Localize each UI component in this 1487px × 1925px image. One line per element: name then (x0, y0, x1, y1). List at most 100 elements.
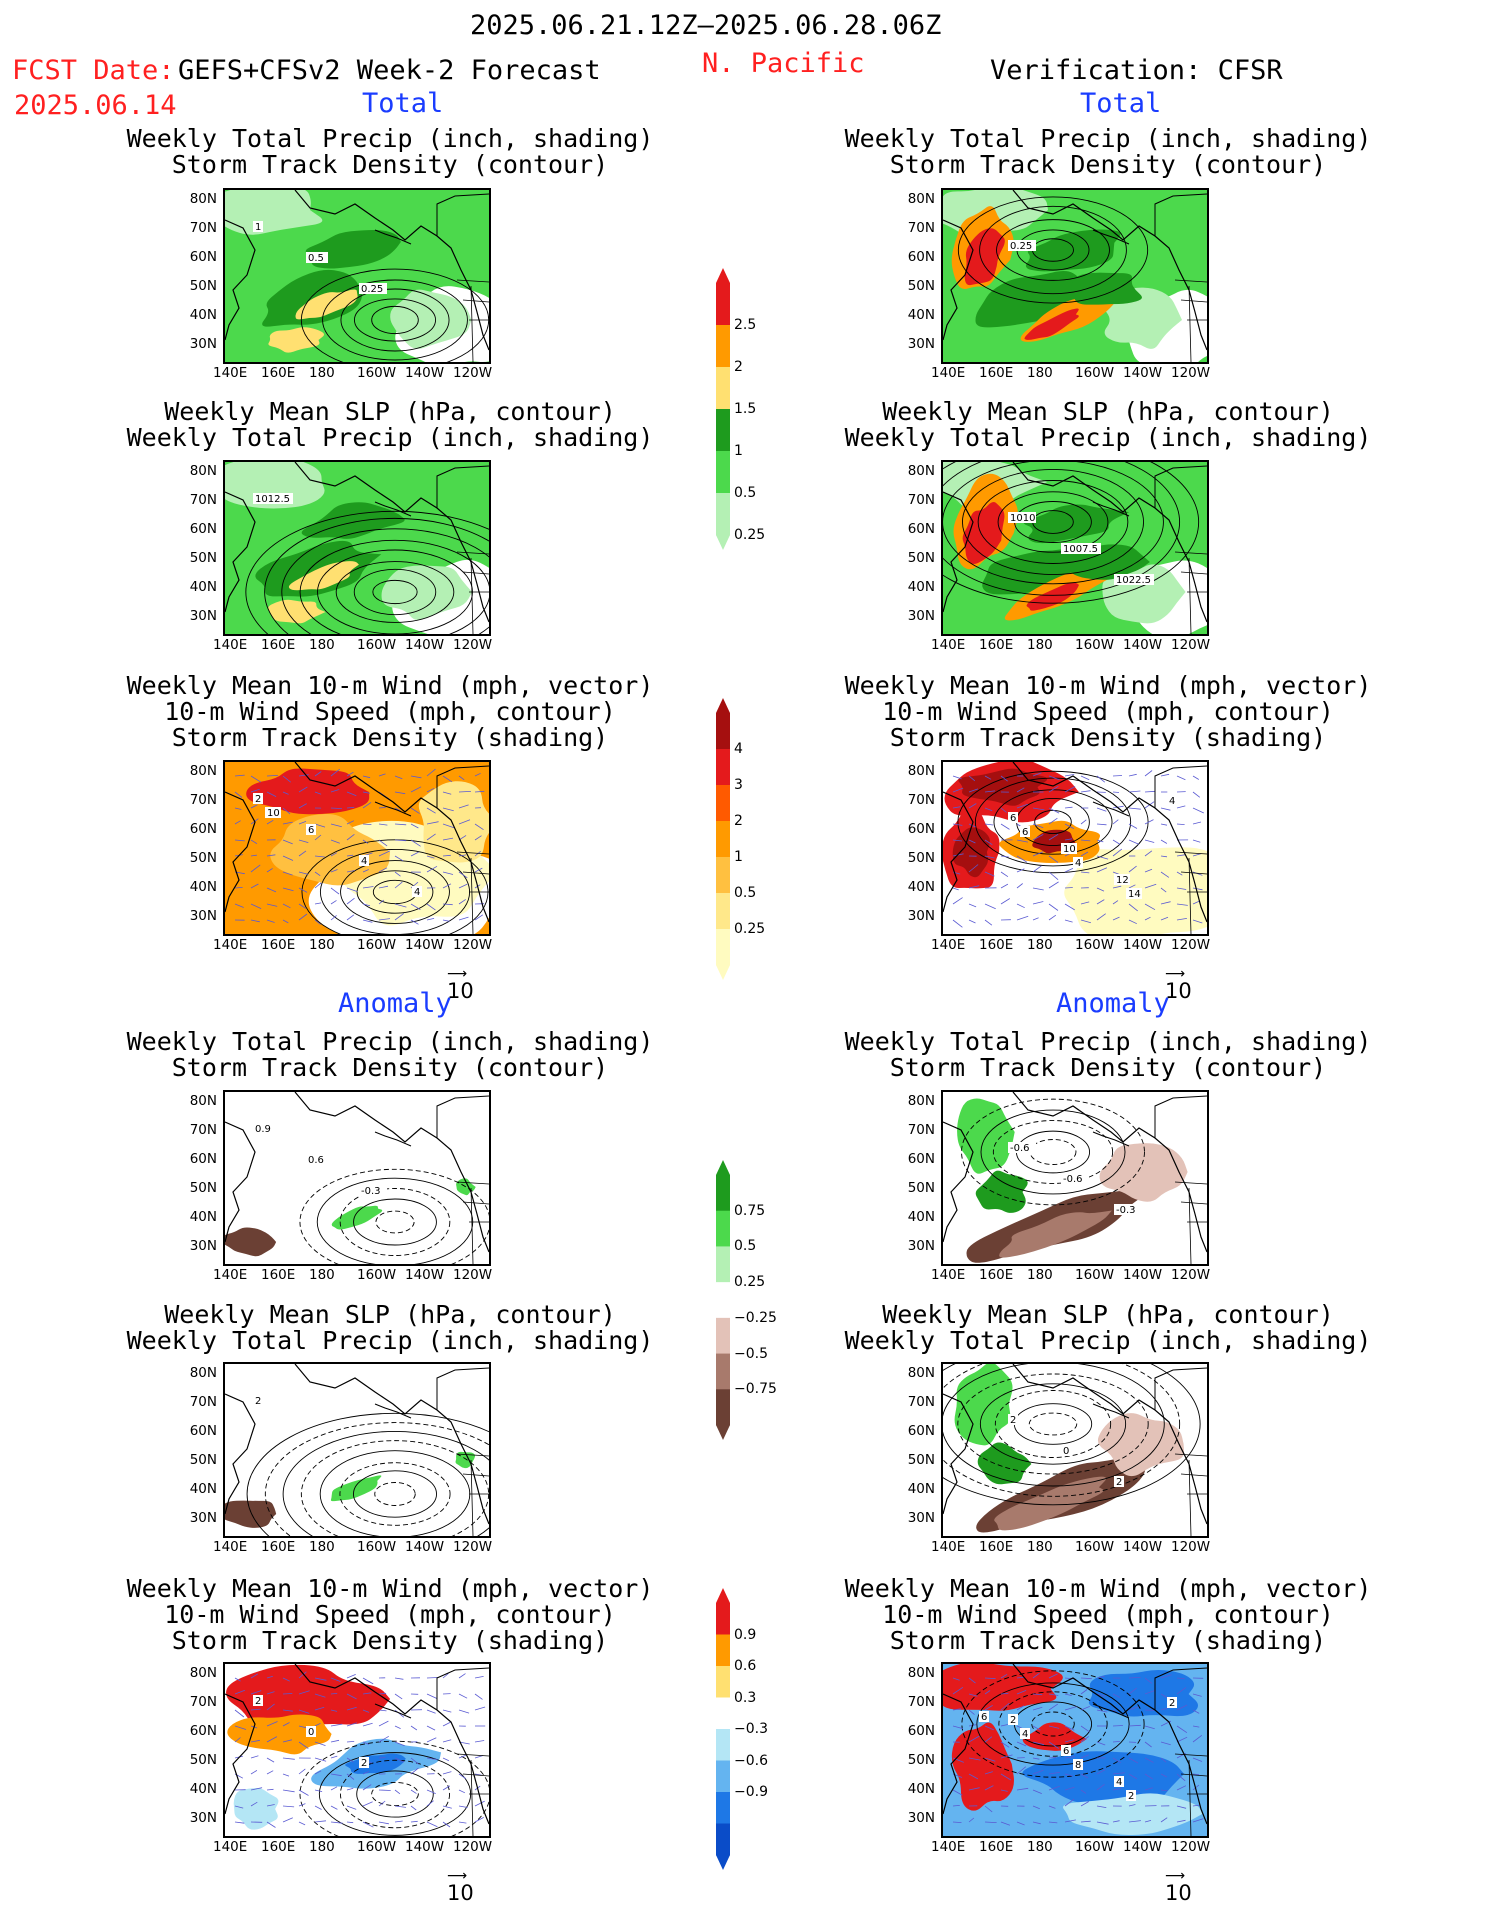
lon-tick: 140E (931, 1267, 966, 1283)
lon-tick: 160E (261, 1839, 296, 1855)
lat-tick: 30N (189, 1810, 217, 1826)
lat-tick: 50N (907, 850, 935, 866)
lon-tick: 180 (309, 1539, 335, 1555)
contour-label: 6 (979, 1711, 989, 1723)
lat-tick: 80N (907, 763, 935, 779)
contour-label: 10 (265, 807, 281, 819)
lat-tick: 70N (189, 220, 217, 236)
panel-title-line: Storm Track Density (shading) (889, 723, 1327, 752)
svg-text:0.25: 0.25 (1010, 241, 1032, 252)
svg-text:6: 6 (1010, 813, 1016, 824)
contour-label: 1022.5 (1114, 574, 1154, 586)
panel-title-line: Weekly Mean SLP (hPa, contour) (164, 1300, 616, 1329)
svg-text:10: 10 (1063, 844, 1076, 855)
lon-tick: 140W (1123, 637, 1163, 653)
lat-tick: 60N (189, 1423, 217, 1439)
lon-tick: 140W (405, 637, 445, 653)
panel-title-line: Weekly Mean 10-m Wind (mph, vector) (126, 1574, 654, 1603)
panel-title-line: 10-m Wind Speed (mph, contour) (882, 1600, 1334, 1629)
lat-tick: 60N (907, 521, 935, 537)
lat-tick: 30N (189, 608, 217, 624)
svg-text:-0.6: -0.6 (1010, 1143, 1030, 1154)
contour-label: 0 (1061, 1445, 1071, 1457)
panel-title-line: Weekly Total Precip (inch, shading) (844, 423, 1372, 452)
svg-text:6: 6 (981, 1712, 987, 1723)
lon-tick: 160W (1075, 1539, 1115, 1555)
lat-tick: 70N (189, 1394, 217, 1410)
lon-tick: 160W (1075, 1267, 1115, 1283)
lon-tick: 120W (453, 1539, 493, 1555)
lon-tick: 180 (1027, 1539, 1053, 1555)
contour-label: 2 (1008, 1714, 1018, 1726)
panel-title-line: 10-m Wind Speed (mph, contour) (164, 697, 616, 726)
lat-tick: 80N (907, 463, 935, 479)
lon-tick: 140E (213, 365, 248, 381)
lon-tick: 140E (213, 1539, 248, 1555)
lon-tick: 160E (261, 937, 296, 953)
map-panel: 2 6 4 4 10 (223, 760, 491, 936)
lat-tick: 50N (907, 1180, 935, 1196)
lat-tick: 80N (189, 1365, 217, 1381)
map-panel: 0.9 0.6 -0.3 (223, 1090, 491, 1266)
svg-text:0: 0 (1063, 1446, 1069, 1457)
lon-tick: 180 (1027, 637, 1053, 653)
lat-tick: 70N (189, 1694, 217, 1710)
lon-tick: 140W (405, 1539, 445, 1555)
lat-tick: 80N (907, 1665, 935, 1681)
colorbar-label: −0.6 (734, 1752, 768, 1769)
lat-tick: 60N (189, 821, 217, 837)
svg-text:4: 4 (361, 856, 367, 867)
lon-tick: 140W (1123, 1539, 1163, 1555)
contour-label: -0.6 (1061, 1173, 1089, 1185)
map-panel: 2 0 2 (223, 1662, 491, 1838)
map-panel: -0.6 -0.6 -0.3 (941, 1090, 1209, 1266)
contour-label: 1012.5 (253, 493, 293, 505)
lat-tick: 30N (189, 908, 217, 924)
lon-tick: 140W (405, 365, 445, 381)
colorbar-label: 0.5 (734, 1238, 757, 1255)
svg-text:2: 2 (1116, 1477, 1122, 1488)
lon-tick: 180 (309, 1839, 335, 1855)
svg-text:2: 2 (1128, 1791, 1134, 1802)
lon-tick: 140E (931, 637, 966, 653)
map-panel: 1 0.5 0.25 (223, 188, 491, 364)
contour-label: 14 (1126, 888, 1142, 900)
lat-tick: 60N (189, 521, 217, 537)
svg-text:2: 2 (361, 1758, 367, 1769)
lat-tick: 40N (189, 579, 217, 595)
svg-text:1012.5: 1012.5 (255, 494, 290, 505)
lat-tick: 30N (907, 908, 935, 924)
contour-label: 4 (359, 855, 369, 867)
lat-tick: 30N (189, 336, 217, 352)
section-anomaly-left: Anomaly (338, 988, 452, 1019)
contour-label: 10 (1061, 843, 1077, 855)
colorbar-label: 2 (734, 359, 743, 375)
lon-tick: 160E (261, 1539, 296, 1555)
lat-tick: 40N (189, 307, 217, 323)
colorbar (716, 698, 730, 980)
contour-label: 0.25 (359, 283, 387, 295)
vector-reference: ⟶ 10 (1165, 1868, 1192, 1905)
lat-tick: 30N (907, 1238, 935, 1254)
lon-tick: 120W (1171, 937, 1211, 953)
lon-tick: 120W (1171, 637, 1211, 653)
svg-text:4: 4 (1022, 1729, 1028, 1740)
panel-title-line: Weekly Mean SLP (hPa, contour) (882, 397, 1334, 426)
lon-tick: 140W (405, 1267, 445, 1283)
lat-tick: 60N (189, 1151, 217, 1167)
contour-label: 1 (253, 221, 263, 233)
lat-tick: 40N (907, 307, 935, 323)
lon-tick: 160W (357, 1539, 397, 1555)
svg-text:1: 1 (255, 222, 261, 233)
lat-tick: 70N (907, 1394, 935, 1410)
lon-tick: 120W (1171, 1539, 1211, 1555)
lon-tick: 140W (1123, 1267, 1163, 1283)
lon-tick: 140W (1123, 937, 1163, 953)
colorbar (716, 268, 730, 550)
lat-tick: 40N (907, 1781, 935, 1797)
verification-label: Verification: CFSR (990, 55, 1283, 86)
lat-tick: 60N (907, 249, 935, 265)
lon-tick: 140E (213, 637, 248, 653)
map-panel: 2 (223, 1362, 491, 1538)
